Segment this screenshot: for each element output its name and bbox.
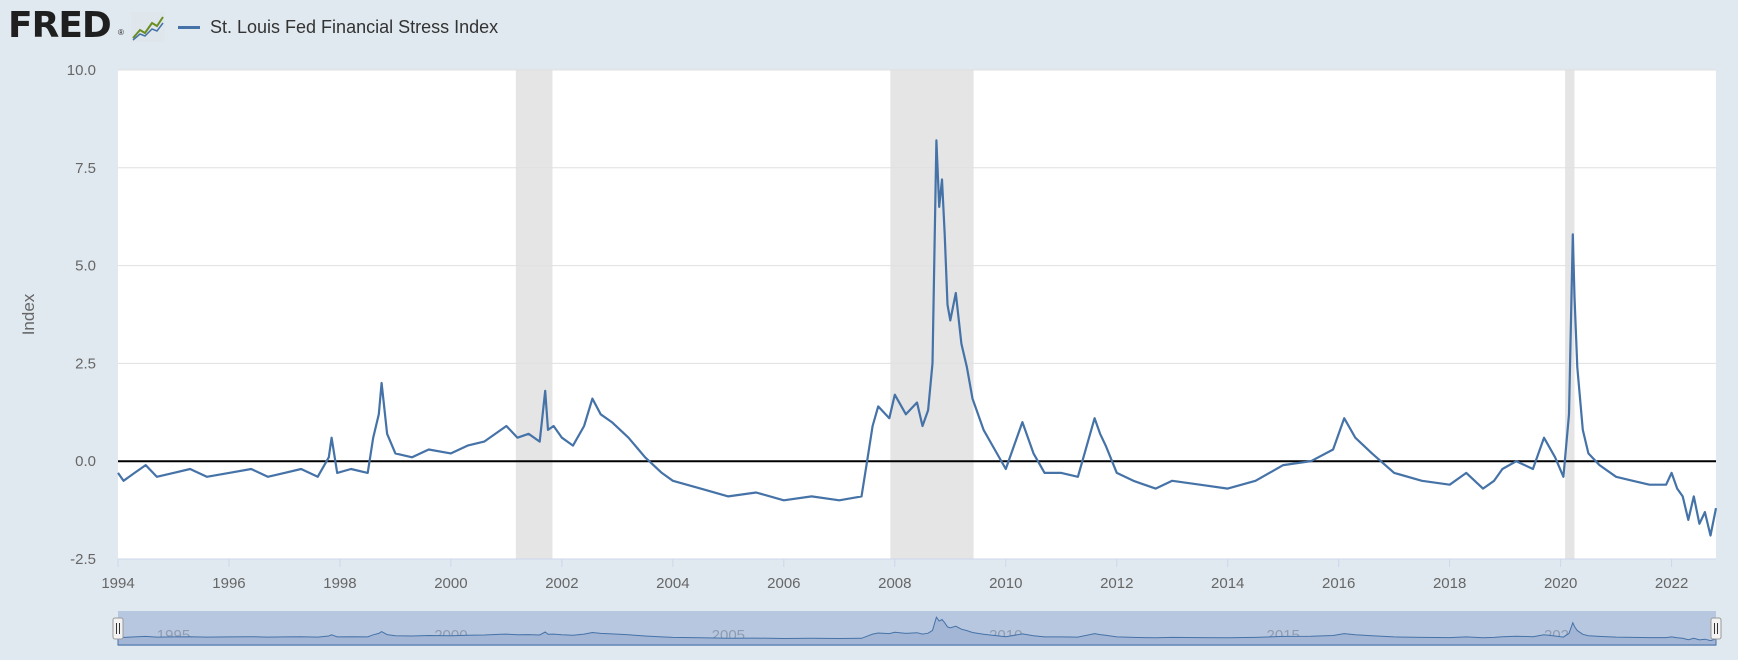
fred-logo[interactable]: FRED — [8, 5, 112, 46]
recession-shading — [515, 70, 1575, 559]
legend[interactable]: St. Louis Fed Financial Stress Index — [178, 14, 498, 40]
x-tick-label: 1996 — [212, 575, 245, 592]
recession-band — [890, 70, 974, 559]
x-tick-label: 1998 — [323, 575, 356, 592]
x-tick-label: 2004 — [656, 575, 689, 592]
y-axis-ticks: -2.5 0.0 2.5 5.0 7.5 10.0 — [67, 62, 96, 568]
chart-header: FRED ® St. Louis Fed Financial Stress In… — [0, 0, 1738, 56]
x-tick-label: 2016 — [1322, 575, 1355, 592]
y-tick-label: 2.5 — [75, 355, 96, 372]
navigator-handle-right[interactable] — [1710, 617, 1722, 640]
x-tick-label: 2010 — [989, 575, 1022, 592]
x-tick-label: 2002 — [545, 575, 578, 592]
y-tick-label: -2.5 — [70, 551, 96, 568]
y-tick-label: 5.0 — [75, 258, 96, 275]
x-axis-ticks: 1994 1996 1998 2000 2002 2004 2006 2008 2010 2012… — [101, 558, 1716, 592]
y-tick-label: 7.5 — [75, 160, 96, 177]
recession-band — [1565, 70, 1575, 559]
x-tick-label: 2014 — [1211, 575, 1244, 592]
recession-band — [515, 70, 553, 559]
x-tick-label: 2022 — [1655, 575, 1688, 592]
y-tick-label: 10.0 — [67, 62, 96, 79]
y-axis-label: Index — [19, 293, 38, 335]
x-tick-label: 2006 — [767, 575, 800, 592]
x-tick-label: 2020 — [1544, 575, 1577, 592]
x-tick-label: 2000 — [434, 575, 467, 592]
drag-handle-icon — [1710, 617, 1722, 640]
x-tick-label: 2008 — [878, 575, 911, 592]
navigator-handle-left[interactable] — [112, 617, 124, 640]
x-tick-label: 2018 — [1433, 575, 1466, 592]
series-line[interactable] — [117, 139, 1718, 537]
x-tick-label: 2012 — [1100, 575, 1133, 592]
legend-label: St. Louis Fed Financial Stress Index — [210, 16, 499, 37]
fred-line-chart-icon — [131, 12, 165, 42]
legend-swatch — [178, 25, 200, 29]
navigator[interactable]: 199520002005201020152020 — [112, 611, 1722, 646]
registered-mark: ® — [118, 28, 124, 37]
x-tick-label: 1994 — [101, 575, 134, 592]
navigator-series-area — [117, 616, 1717, 646]
y-tick-label: 0.0 — [75, 453, 96, 470]
drag-handle-icon — [112, 617, 124, 640]
